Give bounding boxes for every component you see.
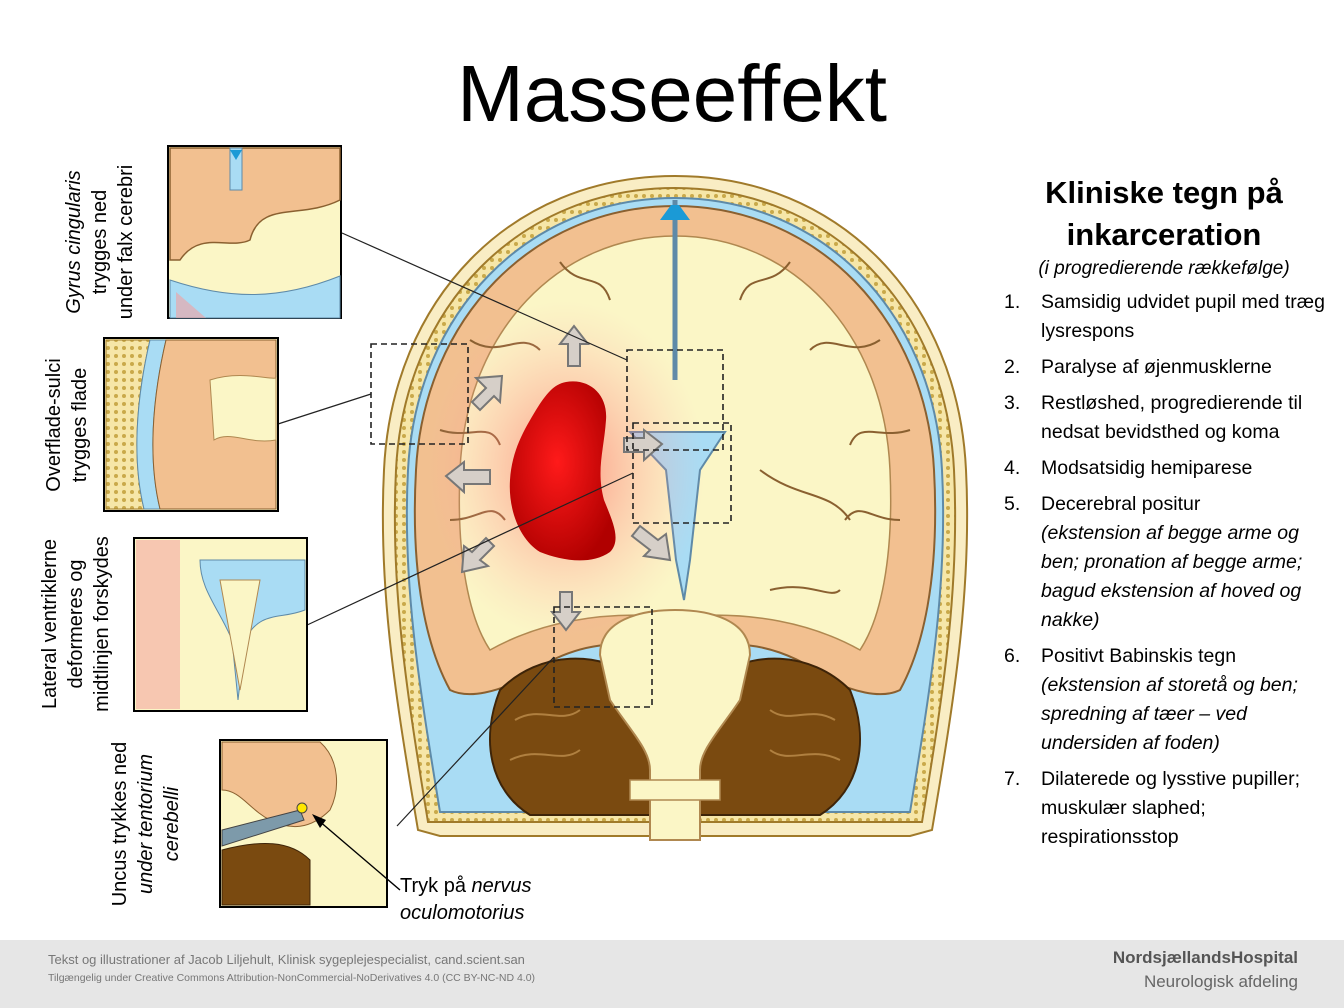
inset-label-sulci: Overflade-sulci trygges flade xyxy=(43,358,91,492)
clinical-signs-heading: Kliniske tegn på inkarceration xyxy=(1045,175,1283,252)
license-text: Tilgængelig under Creative Commons Attri… xyxy=(48,972,536,984)
organization-name: NordsjællandsHospital xyxy=(1112,948,1298,967)
list-item: 3. Restløshed, progredierende til nedsat … xyxy=(1004,392,1303,443)
arrow-up xyxy=(557,324,591,367)
list-item: 7. Dilaterede og lysstive pupiller; musku… xyxy=(1004,768,1301,848)
zoom-box-falx xyxy=(626,349,724,451)
clinical-signs-panel: Kliniske tegn på inkarceration (i progre… xyxy=(994,172,1334,859)
clinical-signs-list: 1. Samsidig udvidet pupil med træg lysres… xyxy=(994,288,1334,852)
page-title: Masseeffekt xyxy=(457,49,887,138)
oculomotor-nerve-dot xyxy=(296,802,308,814)
brain-illustration xyxy=(103,145,969,908)
inset-uncus xyxy=(219,739,401,908)
inset-label-gyrus: Gyrus cingularis trygges ned under falx … xyxy=(63,164,137,320)
nerve-note: Tryk på nervus oculomotorius xyxy=(400,875,532,924)
inset-label-ventricles: Lateral ventriklerne deformeres og midtl… xyxy=(39,536,113,712)
arrow-down xyxy=(549,591,583,632)
inset-label-uncus: Uncus trykkes ned under tentorium cerebe… xyxy=(109,741,183,907)
footer-bar xyxy=(0,940,1344,1008)
list-item: 5. Decerebral positur (ekstension af begge… xyxy=(1004,493,1303,631)
arrow-downleft xyxy=(460,536,496,574)
clinical-signs-subheading: (i progredierende rækkefølge) xyxy=(1038,258,1290,279)
arrow-downright xyxy=(630,524,672,562)
credit-text: Tekst og illustrationer af Jacob Liljehu… xyxy=(48,952,525,967)
inset-surface-sulci xyxy=(103,337,279,512)
inset-gyrus-cingularis xyxy=(167,145,342,319)
list-item: 2. Paralyse af øjenmusklerne xyxy=(1004,356,1272,378)
department-name: Neurologisk afdeling xyxy=(1143,972,1298,991)
arrow-right xyxy=(623,427,664,463)
mass-lesion xyxy=(509,381,616,561)
arrow-upleft xyxy=(470,374,504,412)
arrow-left xyxy=(444,459,491,495)
inset-lateral-ventricles xyxy=(133,537,308,712)
list-item: 4. Modsatsidig hemiparese xyxy=(1004,457,1253,479)
list-item: 6. Positivt Babinskis tegn (ekstension af … xyxy=(1004,645,1298,754)
brainstem xyxy=(598,608,752,841)
list-item: 1. Samsidig udvidet pupil med træg lysres… xyxy=(1004,291,1325,342)
